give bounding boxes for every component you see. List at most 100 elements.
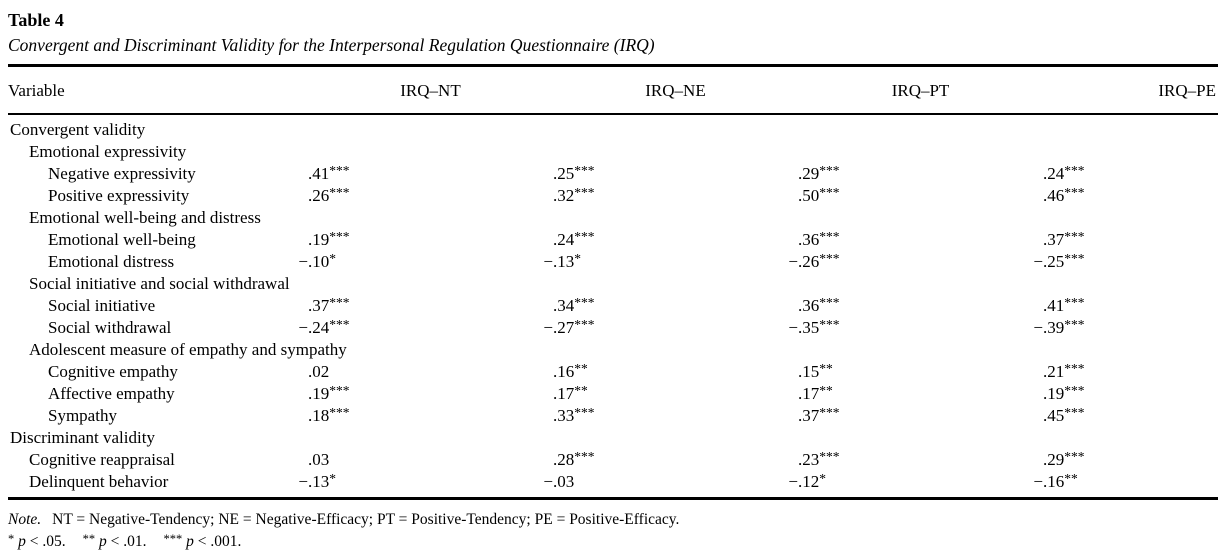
table-row: Social withdrawal − .24*** − .27*** − .35**… xyxy=(8,317,1218,339)
table-row: Convergent validity xyxy=(8,114,1218,141)
cell-value xyxy=(308,114,553,141)
header-row: Variable IRQ–NT IRQ–NE IRQ–PT IRQ–PE xyxy=(8,65,1218,114)
table-row: Affective empathy .19*** .17** .17** .19… xyxy=(8,383,1218,405)
column-header-irq-pt: IRQ–PT xyxy=(891,81,950,100)
cell-value xyxy=(553,114,798,141)
table-body: Convergent validity Emotional expressivi… xyxy=(8,114,1218,499)
cell-value xyxy=(798,339,1043,361)
row-label: Positive expressivity xyxy=(48,186,190,205)
row-label: Convergent validity xyxy=(10,120,146,139)
table-row: Cognitive reappraisal .03 .28*** .23*** … xyxy=(8,449,1218,471)
table-row: Emotional expressivity xyxy=(8,141,1218,163)
cell-value: .45*** xyxy=(1043,405,1085,425)
cell-value: .19*** xyxy=(1043,383,1085,403)
cell-value xyxy=(798,427,1043,449)
cell-value: .21*** xyxy=(1043,361,1085,381)
row-label: Cognitive reappraisal xyxy=(29,450,175,469)
cell-value xyxy=(1043,427,1218,449)
cell-value xyxy=(1043,141,1218,163)
cell-value: − .39*** xyxy=(1033,317,1085,337)
table-row: Delinquent behavior − .13* − .03 − .12* − .1… xyxy=(8,471,1218,499)
significance-line: * p < .05. ** p < .01. *** p < .001. xyxy=(8,531,1218,553)
cell-value xyxy=(798,114,1043,141)
table-row: Positive expressivity .26*** .32*** .50*… xyxy=(8,185,1218,207)
row-label: Cognitive empathy xyxy=(48,362,178,381)
cell-value xyxy=(308,207,553,229)
cell-value: .41*** xyxy=(308,163,350,183)
cell-value: .19*** xyxy=(308,229,350,249)
significance-item: * p < .05. xyxy=(8,532,66,550)
row-label: Sympathy xyxy=(48,406,117,425)
table-row: Emotional well-being .19*** .24*** .36**… xyxy=(8,229,1218,251)
cell-value xyxy=(553,427,798,449)
cell-value xyxy=(1043,114,1218,141)
row-label: Emotional well-being and distress xyxy=(29,208,261,227)
cell-value: .37*** xyxy=(798,405,840,425)
column-header-irq-ne: IRQ–NE xyxy=(645,81,706,100)
cell-value xyxy=(1043,273,1218,295)
row-label: Emotional expressivity xyxy=(29,142,187,161)
cell-value xyxy=(553,207,798,229)
cell-value: .37*** xyxy=(1043,229,1085,249)
significance-item: ** p < .01. xyxy=(82,532,147,550)
cell-value: .29*** xyxy=(1043,449,1085,469)
note-label: Note. xyxy=(8,511,42,528)
cell-value: − .03 xyxy=(543,472,575,491)
cell-value: − .27*** xyxy=(543,317,595,337)
cell-value: .26*** xyxy=(308,185,350,205)
cell-value: .17** xyxy=(553,383,588,403)
table-note: Note. NT = Negative-Tendency; NE = Negati… xyxy=(8,509,1218,553)
cell-value: − .24*** xyxy=(298,317,350,337)
column-header-irq-nt: IRQ–NT xyxy=(400,81,461,100)
cell-value: .16** xyxy=(553,361,588,381)
row-label: Affective empathy xyxy=(48,384,175,403)
significance-item: *** p < .001. xyxy=(163,532,242,550)
row-label: Negative expressivity xyxy=(48,164,196,183)
cell-value: .24*** xyxy=(1043,163,1085,183)
cell-value: − .10* xyxy=(298,251,336,271)
note-text: NT = Negative-Tendency; NE = Negative-Ef… xyxy=(52,511,680,528)
table-header: Variable IRQ–NT IRQ–NE IRQ–PT IRQ–PE xyxy=(8,65,1218,114)
cell-value: .37*** xyxy=(308,295,350,315)
table-row: Emotional well-being and distress xyxy=(8,207,1218,229)
cell-value: .41*** xyxy=(1043,295,1085,315)
cell-value: .19*** xyxy=(308,383,350,403)
column-header-irq-pe: IRQ–PE xyxy=(1158,81,1216,100)
table-number: Table 4 xyxy=(8,10,64,30)
cell-value: .36*** xyxy=(798,295,840,315)
row-label: Social withdrawal xyxy=(48,318,172,337)
row-label: Social initiative xyxy=(48,296,156,315)
row-label: Discriminant validity xyxy=(10,428,155,447)
cell-value xyxy=(553,273,798,295)
cell-value: .50*** xyxy=(798,185,840,205)
cell-value: .23*** xyxy=(798,449,840,469)
table-row: Social initiative and social withdrawal xyxy=(8,273,1218,295)
cell-value xyxy=(553,339,798,361)
cell-value: − .12* xyxy=(788,471,826,491)
table-row: Discriminant validity xyxy=(8,427,1218,449)
table-row: Sympathy .18*** .33*** .37*** .45*** xyxy=(8,405,1218,427)
cell-value: .33*** xyxy=(553,405,595,425)
cell-value: − .26*** xyxy=(788,251,840,271)
table-row: Social initiative .37*** .34*** .36*** .… xyxy=(8,295,1218,317)
column-header-variable: Variable xyxy=(8,81,65,100)
cell-value xyxy=(308,141,553,163)
validity-table: Variable IRQ–NT IRQ–NE IRQ–PT IRQ–PE Con… xyxy=(8,64,1218,500)
row-label: Delinquent behavior xyxy=(29,472,169,491)
row-label: Emotional distress xyxy=(48,252,175,271)
cell-value xyxy=(553,141,798,163)
table-row: Cognitive empathy .02 .16** .15** .21*** xyxy=(8,361,1218,383)
cell-value: .18*** xyxy=(308,405,350,425)
cell-value: .46*** xyxy=(1043,185,1085,205)
cell-value: − .35*** xyxy=(788,317,840,337)
cell-value: .29*** xyxy=(798,163,840,183)
row-label: Adolescent measure of empathy and sympat… xyxy=(29,340,347,359)
cell-value: .17** xyxy=(798,383,833,403)
table-caption: Convergent and Discriminant Validity for… xyxy=(8,35,655,55)
cell-value: − .13* xyxy=(298,471,336,491)
table-row: Adolescent measure of empathy and sympat… xyxy=(8,339,1218,361)
cell-value xyxy=(798,273,1043,295)
cell-value: .34*** xyxy=(553,295,595,315)
cell-value: − .16** xyxy=(1033,471,1078,491)
